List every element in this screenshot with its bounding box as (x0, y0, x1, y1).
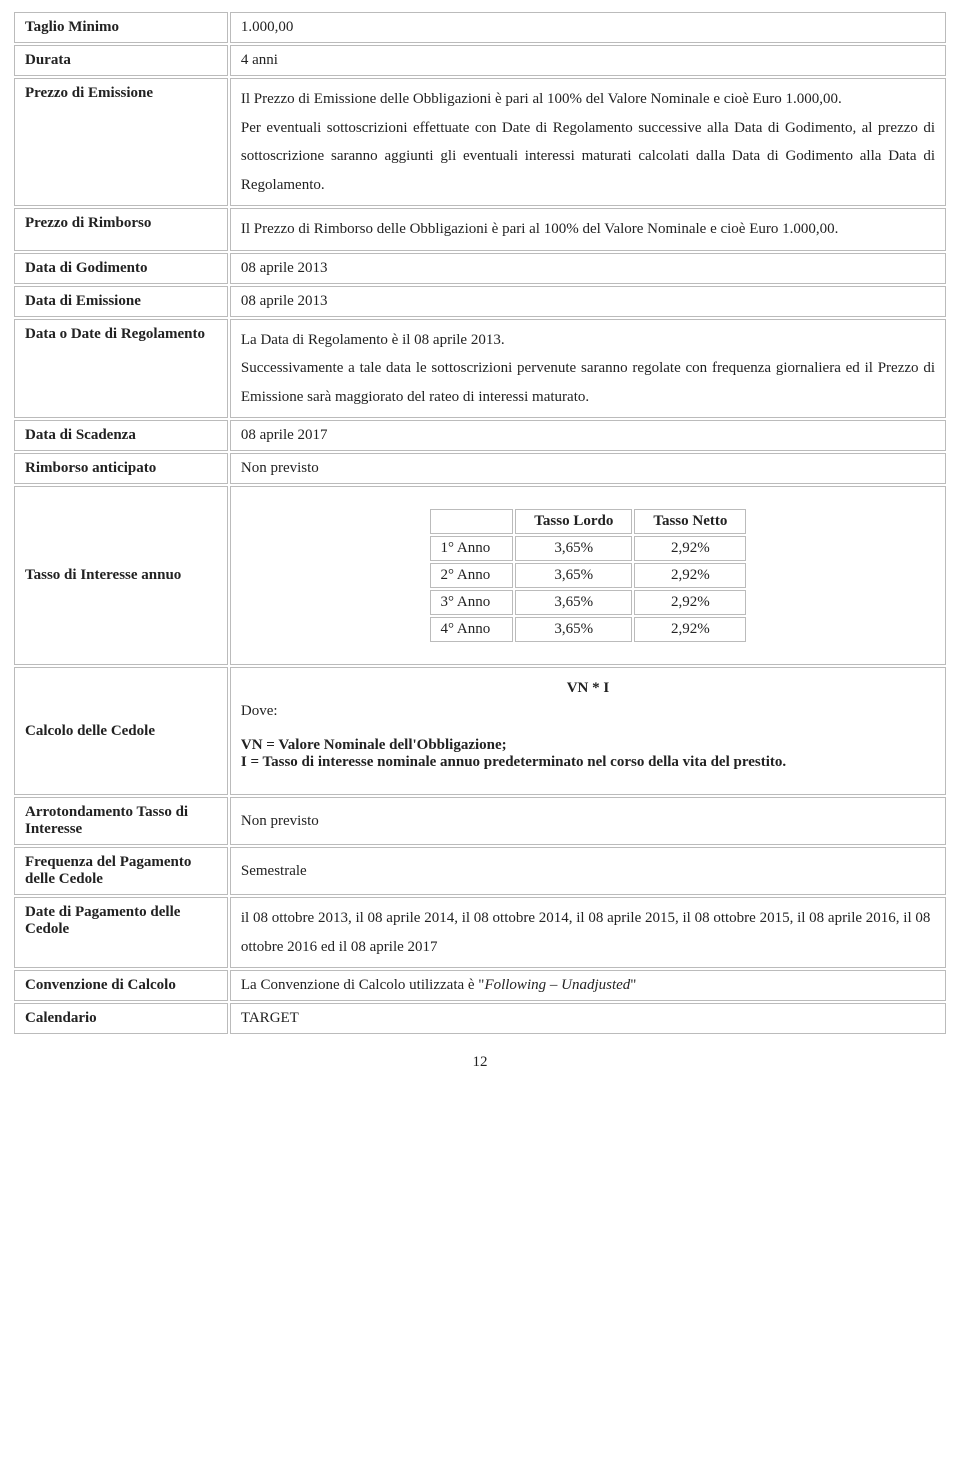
convenzione-suffix: " (630, 977, 636, 993)
label-calendario: Calendario (14, 1003, 228, 1034)
label-data-regolamento: Data o Date di Regolamento (14, 319, 228, 419)
row-durata: Durata 4 anni (14, 45, 946, 76)
label-data-scadenza: Data di Scadenza (14, 420, 228, 451)
value-prezzo-emissione: Il Prezzo di Emissione delle Obbligazion… (230, 78, 946, 206)
interest-year-3: 3° Anno (430, 590, 514, 615)
formula: VN * I (241, 680, 935, 697)
dove-label: Dove: (241, 703, 935, 720)
interest-row-3: 3° Anno 3,65% 2,92% (430, 590, 747, 615)
row-calendario: Calendario TARGET (14, 1003, 946, 1034)
terms-table: Taglio Minimo 1.000,00 Durata 4 anni Pre… (12, 10, 948, 1036)
interest-year-2: 2° Anno (430, 563, 514, 588)
row-calcolo-cedole: Calcolo delle Cedole VN * I Dove: VN = V… (14, 667, 946, 795)
label-data-emissione: Data di Emissione (14, 286, 228, 317)
value-date-pagamento: il 08 ottobre 2013, il 08 aprile 2014, i… (230, 897, 946, 968)
label-tasso-interesse: Tasso di Interesse annuo (14, 486, 228, 665)
interest-netto-3: 2,92% (634, 590, 746, 615)
interest-header-empty (430, 509, 514, 534)
page-number: 12 (12, 1054, 948, 1071)
row-frequenza: Frequenza del Pagamento delle Cedole Sem… (14, 847, 946, 895)
label-date-pagamento: Date di Pagamento delle Cedole (14, 897, 228, 968)
value-tasso-interesse: Tasso Lordo Tasso Netto 1° Anno 3,65% 2,… (230, 486, 946, 665)
interest-rate-table: Tasso Lordo Tasso Netto 1° Anno 3,65% 2,… (428, 507, 749, 644)
row-data-emissione: Data di Emissione 08 aprile 2013 (14, 286, 946, 317)
convenzione-italic: Following – Unadjusted (484, 977, 630, 993)
value-taglio-minimo: 1.000,00 (230, 12, 946, 43)
row-data-scadenza: Data di Scadenza 08 aprile 2017 (14, 420, 946, 451)
interest-header-lordo: Tasso Lordo (515, 509, 632, 534)
data-regolamento-p1: La Data di Regolamento è il 08 aprile 20… (241, 332, 505, 348)
row-data-regolamento: Data o Date di Regolamento La Data di Re… (14, 319, 946, 419)
interest-row-4: 4° Anno 3,65% 2,92% (430, 617, 747, 642)
label-taglio-minimo: Taglio Minimo (14, 12, 228, 43)
value-data-emissione: 08 aprile 2013 (230, 286, 946, 317)
row-data-godimento: Data di Godimento 08 aprile 2013 (14, 253, 946, 284)
row-rimborso-anticipato: Rimborso anticipato Non previsto (14, 453, 946, 484)
row-prezzo-rimborso: Prezzo di Rimborso Il Prezzo di Rimborso… (14, 208, 946, 251)
convenzione-prefix: La Convenzione di Calcolo utilizzata è " (241, 977, 485, 993)
label-arrotondamento: Arrotondamento Tasso di Interesse (14, 797, 228, 845)
data-regolamento-p2: Successivamente a tale data le sottoscri… (241, 360, 935, 405)
row-tasso-interesse: Tasso di Interesse annuo Tasso Lordo Tas… (14, 486, 946, 665)
row-arrotondamento: Arrotondamento Tasso di Interesse Non pr… (14, 797, 946, 845)
label-rimborso-anticipato: Rimborso anticipato (14, 453, 228, 484)
value-arrotondamento: Non previsto (230, 797, 946, 845)
label-convenzione: Convenzione di Calcolo (14, 970, 228, 1001)
interest-row-2: 2° Anno 3,65% 2,92% (430, 563, 747, 588)
interest-lordo-4: 3,65% (515, 617, 632, 642)
formula-def1: VN = Valore Nominale dell'Obbligazione; (241, 737, 935, 754)
formula-def2: I = Tasso di interesse nominale annuo pr… (241, 754, 935, 771)
label-frequenza: Frequenza del Pagamento delle Cedole (14, 847, 228, 895)
value-rimborso-anticipato: Non previsto (230, 453, 946, 484)
value-calendario: TARGET (230, 1003, 946, 1034)
interest-netto-4: 2,92% (634, 617, 746, 642)
row-prezzo-emissione: Prezzo di Emissione Il Prezzo di Emissio… (14, 78, 946, 206)
interest-year-1: 1° Anno (430, 536, 514, 561)
label-calcolo-cedole: Calcolo delle Cedole (14, 667, 228, 795)
value-data-regolamento: La Data di Regolamento è il 08 aprile 20… (230, 319, 946, 419)
label-durata: Durata (14, 45, 228, 76)
value-convenzione: La Convenzione di Calcolo utilizzata è "… (230, 970, 946, 1001)
interest-lordo-3: 3,65% (515, 590, 632, 615)
value-data-godimento: 08 aprile 2013 (230, 253, 946, 284)
interest-netto-2: 2,92% (634, 563, 746, 588)
interest-lordo-2: 3,65% (515, 563, 632, 588)
label-data-godimento: Data di Godimento (14, 253, 228, 284)
value-prezzo-rimborso: Il Prezzo di Rimborso delle Obbligazioni… (230, 208, 946, 251)
interest-header-row: Tasso Lordo Tasso Netto (430, 509, 747, 534)
row-date-pagamento: Date di Pagamento delle Cedole il 08 ott… (14, 897, 946, 968)
value-durata: 4 anni (230, 45, 946, 76)
label-prezzo-emissione: Prezzo di Emissione (14, 78, 228, 206)
interest-lordo-1: 3,65% (515, 536, 632, 561)
value-calcolo-cedole: VN * I Dove: VN = Valore Nominale dell'O… (230, 667, 946, 795)
interest-year-4: 4° Anno (430, 617, 514, 642)
value-data-scadenza: 08 aprile 2017 (230, 420, 946, 451)
value-frequenza: Semestrale (230, 847, 946, 895)
row-taglio-minimo: Taglio Minimo 1.000,00 (14, 12, 946, 43)
prezzo-emissione-p1: Il Prezzo di Emissione delle Obbligazion… (241, 91, 842, 107)
interest-netto-1: 2,92% (634, 536, 746, 561)
interest-row-1: 1° Anno 3,65% 2,92% (430, 536, 747, 561)
row-convenzione: Convenzione di Calcolo La Convenzione di… (14, 970, 946, 1001)
prezzo-emissione-p2: Per eventuali sottoscrizioni effettuate … (241, 120, 935, 193)
label-prezzo-rimborso: Prezzo di Rimborso (14, 208, 228, 251)
interest-header-netto: Tasso Netto (634, 509, 746, 534)
